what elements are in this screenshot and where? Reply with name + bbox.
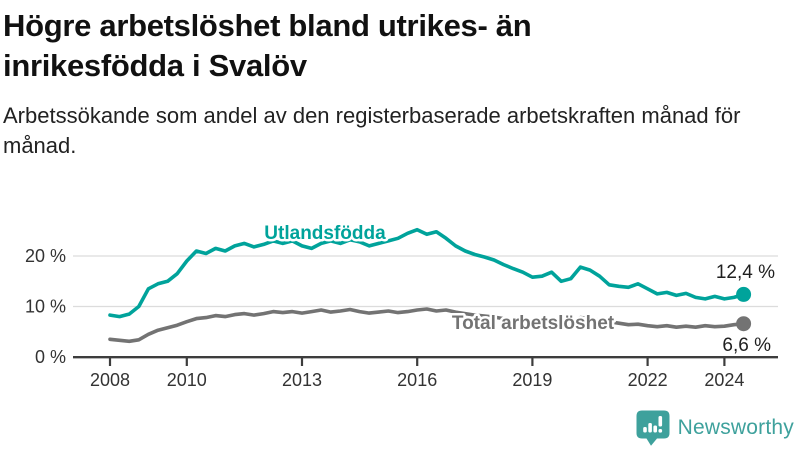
x-tick-2013: 2013 [282,370,322,390]
x-tick-2010: 2010 [167,370,207,390]
newsworthy-bubble-chart-icon [636,410,670,446]
end-value-foreign-born: 12,4 % [716,262,775,283]
x-tick-2024: 2024 [704,370,744,390]
series-label-foreign-born: Utlandsfödda [264,223,386,244]
page-title: Högre arbetslöshet bland utrikes- än inr… [3,8,532,83]
chart-canvas: Utlandsfödda Total arbetslöshet 12,4 % 6… [25,221,778,390]
series-total [108,307,752,344]
y-tick-0: 0 % [35,347,66,367]
line-chart: Utlandsfödda Total arbetslöshet 12,4 % 6… [0,205,800,450]
speech-bubble-shape [636,410,670,446]
chart-subtitle: Arbetssökande som andel av den registerb… [3,103,741,159]
x-axis-ticks [108,357,726,366]
newsworthy-logo: Newsworthy [636,410,794,446]
series-label-total: Total arbetslöshet [452,313,615,334]
chart-header: Högre arbetslöshet bland utrikes- än inr… [0,0,800,161]
x-tick-2016: 2016 [397,370,437,390]
series-foreign-born [108,227,752,319]
total-end-dot [736,316,752,332]
end-value-total: 6,6 % [722,335,771,356]
foreign-born-end-dot [736,286,752,302]
brand-name: Newsworthy [677,416,794,439]
y-axis-labels: 20 % 10 % 0 % [25,246,66,367]
x-tick-2008: 2008 [90,370,130,390]
foreign-born-line [108,227,746,319]
total-line [108,307,746,344]
y-tick-20: 20 % [25,246,66,266]
y-tick-10: 10 % [25,297,66,317]
x-axis-labels: 2008 2010 2013 2016 2019 2022 2024 [90,370,744,390]
x-tick-2022: 2022 [628,370,668,390]
bar-chart-glyph [642,416,662,433]
x-tick-2019: 2019 [512,370,552,390]
